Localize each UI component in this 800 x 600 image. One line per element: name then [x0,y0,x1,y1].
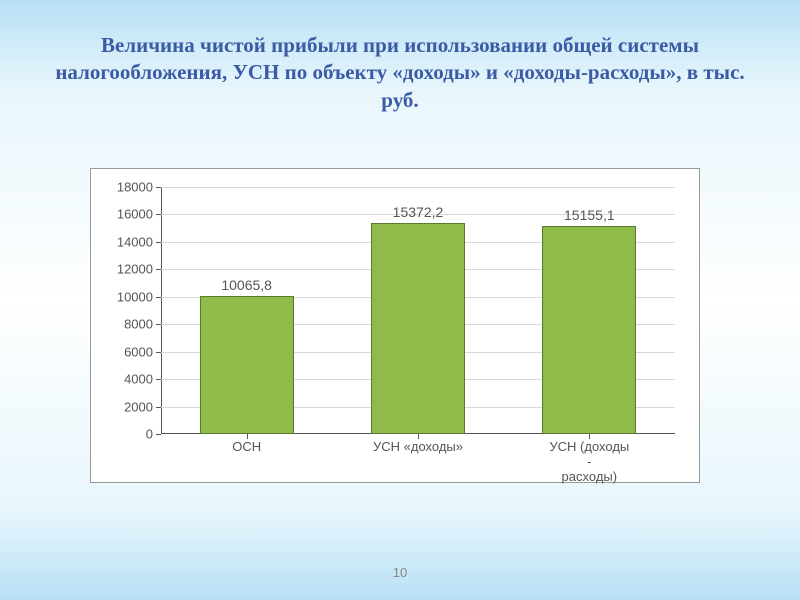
xtick-label: УСН «доходы» [373,440,463,455]
ytick-label: 8000 [124,317,153,332]
ytick-mark [156,187,161,188]
plot-area: 0200040006000800010000120001400016000180… [161,187,675,434]
ytick-mark [156,269,161,270]
xtick-label: ОСН [232,440,261,455]
bar: 15372,2 [371,223,465,434]
chart-container: 0 2000 4000 6000 8000 10000 12000 14000 16000 180… [90,168,700,483]
bar: 10065,8 [200,296,294,434]
bar: 15155,1 [542,226,636,434]
bar-value-label: 15155,1 [564,207,615,223]
slide-title: Величина чистой прибыли при использовани… [50,32,750,114]
bar-value-label: 10065,8 [221,277,272,293]
bar-value-label: 15372,2 [393,204,444,220]
page-number: 10 [0,565,800,580]
ytick-mark [156,214,161,215]
y-axis [161,187,162,434]
ytick-label: 18000 [117,180,153,195]
ytick-mark [156,379,161,380]
ytick-mark [156,352,161,353]
ytick-label: 0 [146,427,153,442]
xtick-label: УСН (доходы - расходы) [546,440,632,485]
ytick-label: 16000 [117,207,153,222]
ytick-label: 10000 [117,289,153,304]
ytick-mark [156,242,161,243]
ytick-mark [156,324,161,325]
gridline [161,187,675,188]
ytick-label: 6000 [124,344,153,359]
ytick-label: 2000 [124,399,153,414]
ytick-label: 14000 [117,234,153,249]
ytick-label: 4000 [124,372,153,387]
ytick-mark [156,297,161,298]
ytick-mark [156,434,161,435]
slide: Величина чистой прибыли при использовани… [0,0,800,600]
ytick-label: 12000 [117,262,153,277]
ytick-mark [156,407,161,408]
